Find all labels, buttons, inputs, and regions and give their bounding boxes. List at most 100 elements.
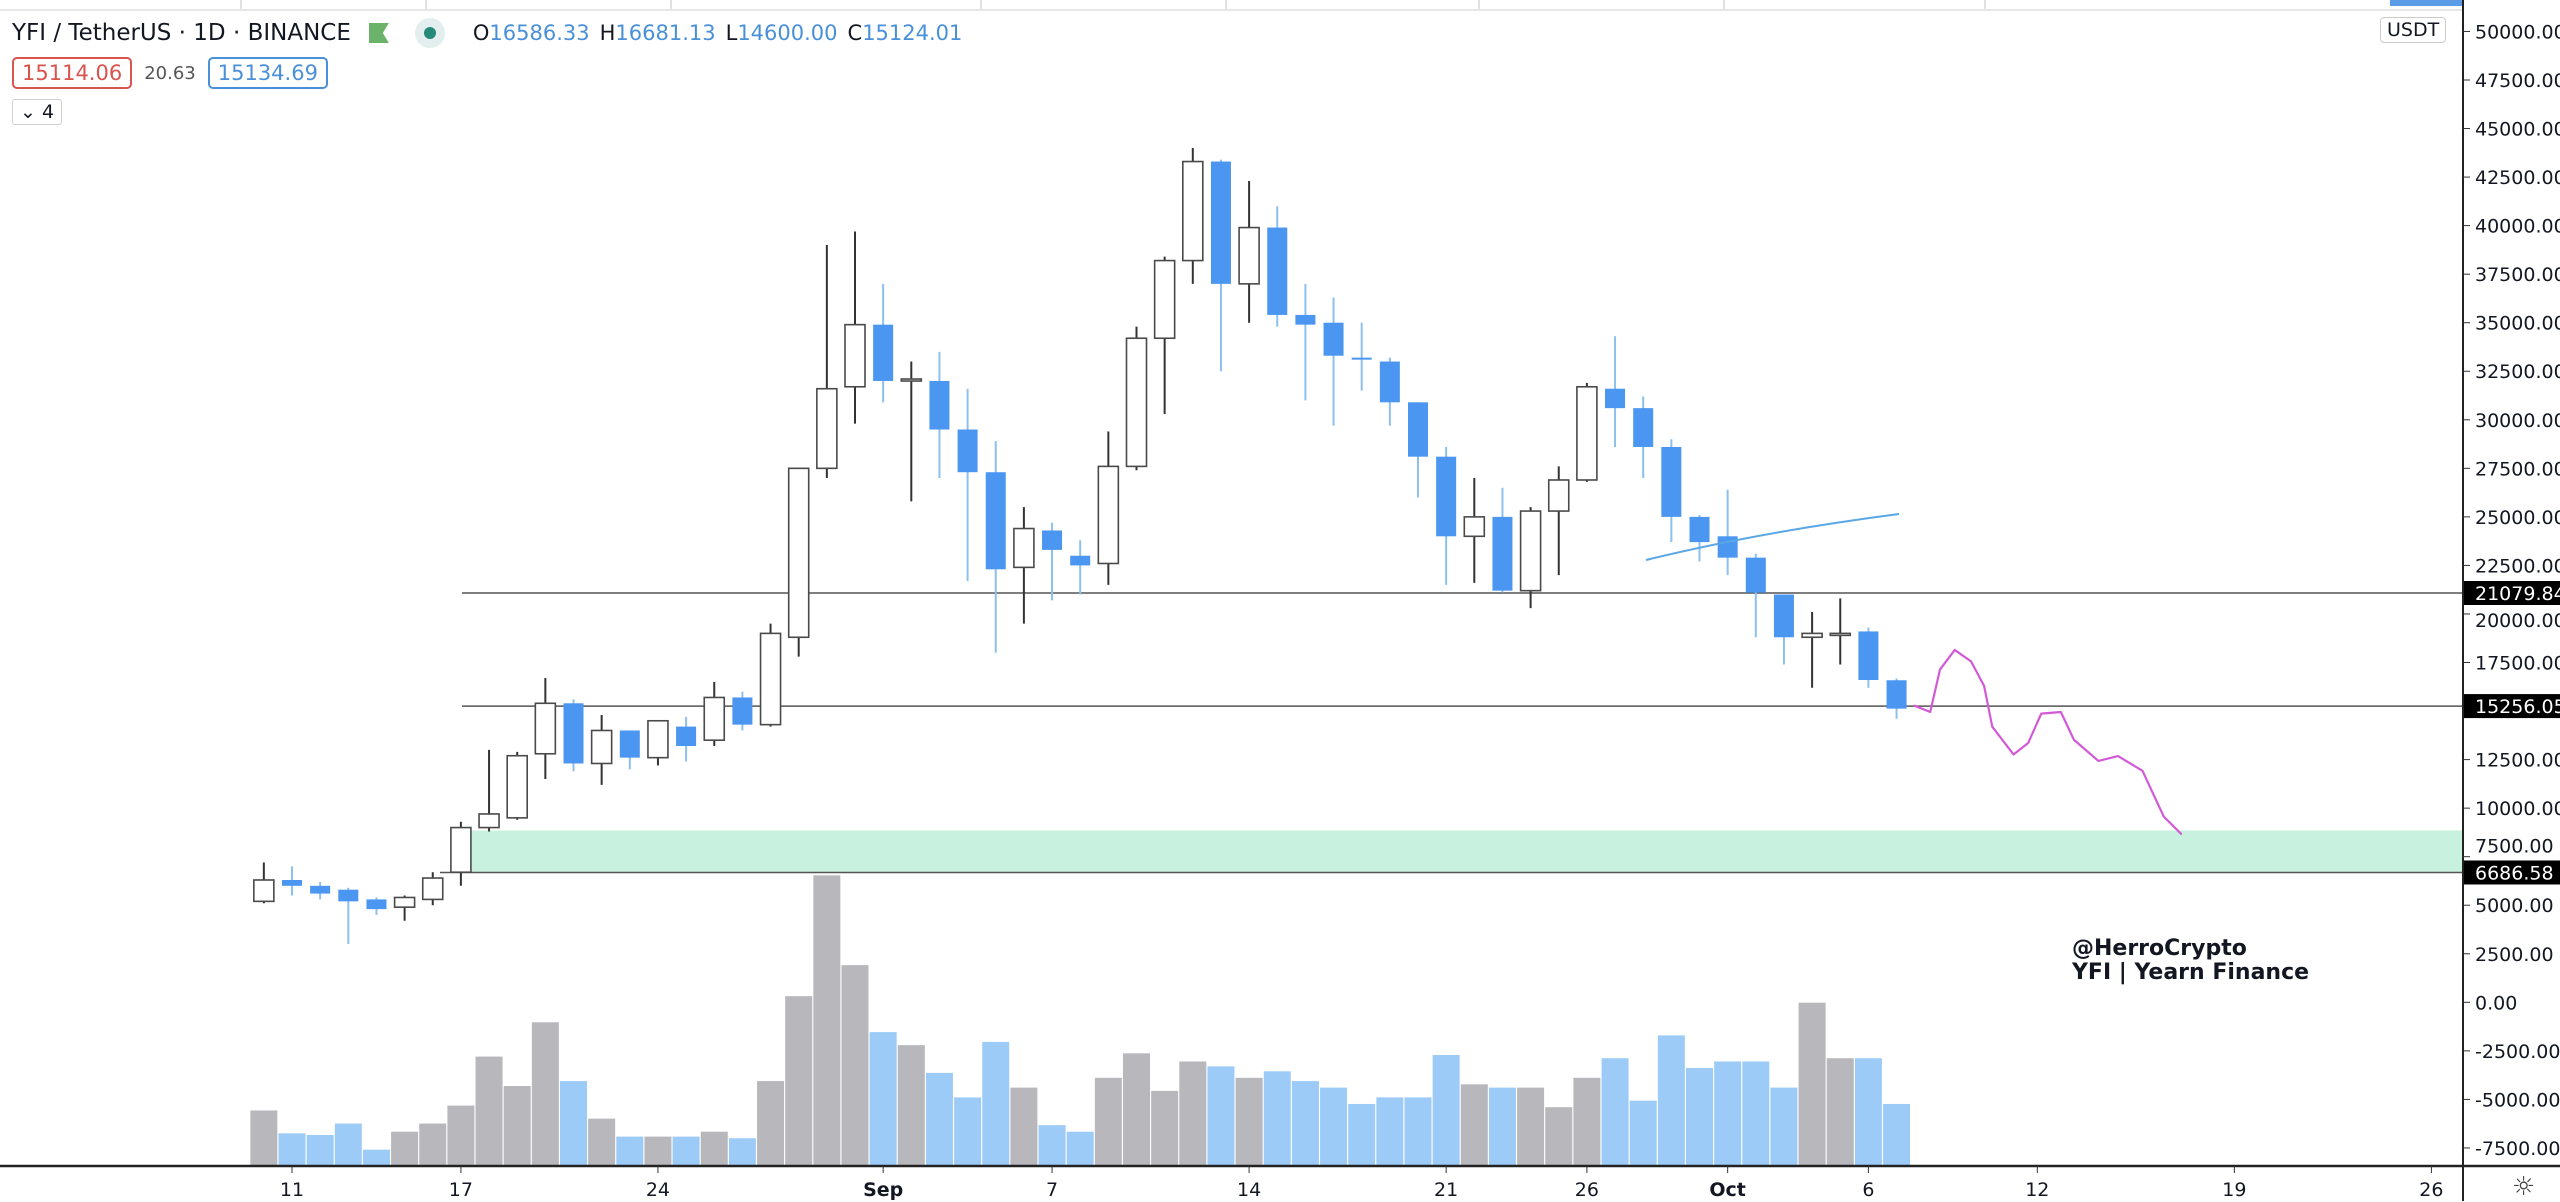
candle-down[interactable] xyxy=(1689,516,1710,543)
candle-down[interactable] xyxy=(338,889,359,902)
volume-bar xyxy=(1601,1058,1629,1166)
candle-up[interactable] xyxy=(1013,527,1035,569)
candle-up[interactable] xyxy=(900,378,923,382)
trend-curve-drawing[interactable] xyxy=(1645,513,1900,561)
market-status-icon[interactable] xyxy=(414,18,445,48)
candle-down[interactable] xyxy=(1408,402,1428,457)
symbol-title[interactable]: YFI / TetherUS · 1D · BINANCE xyxy=(12,20,351,46)
volume-bar xyxy=(616,1136,644,1166)
candle-down[interactable] xyxy=(310,885,331,894)
buy-price-button[interactable]: 15134.69 xyxy=(207,57,328,89)
candle-up[interactable] xyxy=(1463,516,1486,538)
price-tick-label: 22500.00 xyxy=(2475,555,2560,577)
candle-down[interactable] xyxy=(1436,456,1457,537)
candle-down[interactable] xyxy=(1042,530,1063,550)
candle-down[interactable] xyxy=(985,472,1006,570)
candle-up[interactable] xyxy=(450,826,472,874)
candle-up[interactable] xyxy=(1238,226,1260,285)
price-level-label: 15256.05 xyxy=(2475,696,2560,718)
toolbar-divider xyxy=(1723,0,1725,9)
candle-up[interactable] xyxy=(1547,479,1570,512)
candle-up[interactable] xyxy=(1519,510,1542,592)
price-tick-label: 5000.00 xyxy=(2475,895,2554,917)
candle-up[interactable] xyxy=(590,729,613,765)
candle-up[interactable] xyxy=(1125,337,1148,468)
toolbar-divider xyxy=(980,0,982,9)
volume-bar xyxy=(1883,1103,1911,1166)
candle-up[interactable] xyxy=(844,323,866,388)
gear-icon[interactable]: ☼ xyxy=(2512,1172,2536,1202)
candle-down[interactable] xyxy=(1210,161,1231,284)
candle-down[interactable] xyxy=(1858,631,1879,680)
indicators-toggle-button[interactable]: ⌄ 4 xyxy=(12,99,63,125)
candle-down[interactable] xyxy=(1661,446,1682,517)
candle-up[interactable] xyxy=(816,387,838,470)
candle-down[interactable] xyxy=(1605,388,1626,409)
volume-bar xyxy=(785,996,813,1166)
candle-down[interactable] xyxy=(929,380,950,430)
toolbar-active-tab[interactable] xyxy=(2390,0,2463,6)
candle-down[interactable] xyxy=(732,697,753,725)
open-label: O xyxy=(472,21,490,45)
volume-bar xyxy=(391,1131,419,1166)
support-zone[interactable] xyxy=(462,830,2463,873)
price-tick-label: 25000.00 xyxy=(2475,507,2560,529)
candle-down[interactable] xyxy=(1379,361,1400,403)
candle-up[interactable] xyxy=(1829,632,1852,637)
volume-bar xyxy=(1517,1087,1545,1166)
volume-bar xyxy=(1770,1087,1798,1166)
candle-up[interactable] xyxy=(1801,632,1823,639)
candle-down[interactable] xyxy=(1267,227,1288,315)
candle-up[interactable] xyxy=(647,719,669,759)
candle-up[interactable] xyxy=(759,632,782,726)
volume-bar xyxy=(1291,1081,1319,1166)
candle-down[interactable] xyxy=(1492,516,1513,591)
candle-up[interactable] xyxy=(787,467,810,639)
candle-up[interactable] xyxy=(534,702,557,755)
candle-up[interactable] xyxy=(506,754,529,819)
flag-icon[interactable] xyxy=(368,23,389,43)
volume-bar xyxy=(897,1045,925,1166)
time-tick-label: Sep xyxy=(863,1179,903,1201)
volume-bar xyxy=(954,1097,982,1166)
sell-price-button[interactable]: 15114.06 xyxy=(12,57,133,89)
volume-bar xyxy=(1010,1087,1038,1166)
candle-down[interactable] xyxy=(1886,680,1907,709)
candle-up[interactable] xyxy=(1097,465,1120,565)
candle-down[interactable] xyxy=(366,899,387,910)
candle-down[interactable] xyxy=(873,324,894,381)
currency-button[interactable]: USDT xyxy=(2380,17,2447,43)
volume-bar xyxy=(531,1022,559,1166)
candle-down[interactable] xyxy=(676,726,697,747)
volume-bar xyxy=(757,1081,785,1166)
time-tick-label: 17 xyxy=(449,1179,473,1201)
candle-down[interactable] xyxy=(957,429,978,473)
candle-down[interactable] xyxy=(282,879,302,886)
candle-up[interactable] xyxy=(1153,259,1176,340)
candle-down[interactable] xyxy=(619,730,640,758)
volume-bar xyxy=(1094,1077,1122,1166)
toolbar-divider xyxy=(425,0,427,9)
candle-up[interactable] xyxy=(1576,385,1598,481)
candle-down[interactable] xyxy=(1323,322,1344,356)
candle-down[interactable] xyxy=(563,703,584,764)
candle-down[interactable] xyxy=(1773,594,1794,638)
candle-up[interactable] xyxy=(703,696,726,741)
candle-down[interactable] xyxy=(1295,314,1316,325)
price-projection-drawing[interactable] xyxy=(1913,648,2183,836)
candle-up[interactable] xyxy=(393,896,416,908)
candle-up[interactable] xyxy=(253,879,275,903)
candle-up[interactable] xyxy=(478,813,500,829)
candle-down[interactable] xyxy=(1633,408,1654,447)
candle-down[interactable] xyxy=(1070,555,1091,566)
volume-bar xyxy=(250,1110,278,1166)
volume-bar xyxy=(419,1123,447,1166)
ohlc-values: O16586.33 H16681.13 L14600.00 C15124.01 xyxy=(473,21,963,45)
candle-down[interactable] xyxy=(1351,357,1372,360)
candle-up[interactable] xyxy=(421,877,444,901)
volume-bar xyxy=(1066,1131,1094,1166)
candle-down[interactable] xyxy=(1745,557,1766,593)
watermark-title: YFI | Yearn Finance xyxy=(2072,960,2310,985)
candle-up[interactable] xyxy=(1182,160,1204,262)
